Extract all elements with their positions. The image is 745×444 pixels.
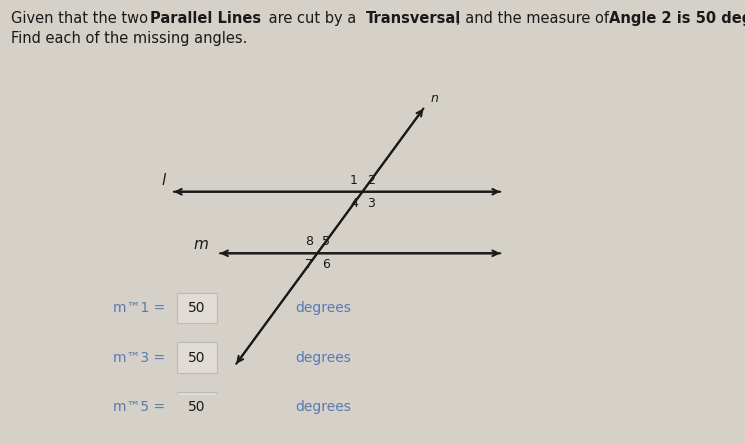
Text: 1: 1: [350, 174, 358, 186]
Text: are cut by a: are cut by a: [264, 11, 361, 26]
Text: 50: 50: [188, 351, 206, 365]
Text: 50: 50: [188, 400, 206, 414]
Text: Find each of the missing angles.: Find each of the missing angles.: [11, 31, 247, 46]
Text: m™3 =: m™3 =: [113, 351, 165, 365]
Text: Transversal: Transversal: [366, 11, 461, 26]
Text: Angle 2 is 50 degrees.: Angle 2 is 50 degrees.: [609, 11, 745, 26]
Text: degrees: degrees: [295, 301, 351, 315]
Text: m™1 =: m™1 =: [113, 301, 165, 315]
FancyBboxPatch shape: [177, 293, 218, 323]
Text: Given that the two: Given that the two: [11, 11, 153, 26]
Text: 5: 5: [322, 235, 330, 248]
FancyBboxPatch shape: [177, 342, 218, 373]
Text: 8: 8: [305, 235, 313, 248]
Text: m: m: [194, 237, 209, 252]
FancyBboxPatch shape: [177, 441, 218, 444]
Text: , and the measure of: , and the measure of: [456, 11, 614, 26]
Text: 50: 50: [188, 301, 206, 315]
Text: 3: 3: [367, 197, 375, 210]
Text: m™5 =: m™5 =: [113, 400, 165, 414]
Text: 4: 4: [350, 197, 358, 210]
Text: n: n: [431, 91, 439, 105]
Text: degrees: degrees: [295, 400, 351, 414]
FancyBboxPatch shape: [177, 392, 218, 423]
Text: l: l: [161, 173, 165, 188]
Text: 6: 6: [322, 258, 330, 271]
Text: degrees: degrees: [295, 351, 351, 365]
Text: 7: 7: [305, 258, 313, 271]
Text: Parallel Lines: Parallel Lines: [150, 11, 261, 26]
Text: 2: 2: [367, 174, 375, 186]
